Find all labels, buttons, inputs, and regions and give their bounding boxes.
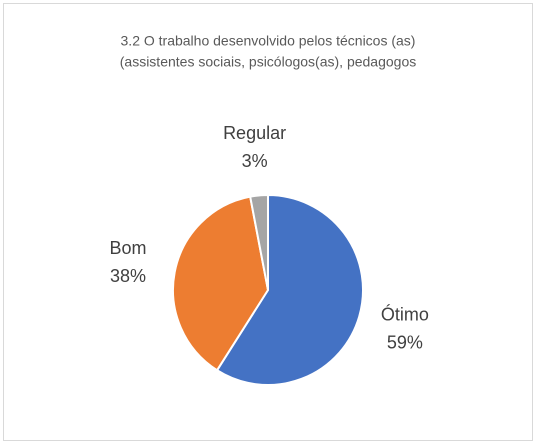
- pie-slice: [172, 195, 270, 372]
- pie-slice: [215, 193, 364, 386]
- slice-value-label: 59%: [387, 333, 423, 353]
- chart-title: 3.2 O trabalho desenvolvido pelos técnic…: [121, 33, 416, 49]
- pie-slice: [249, 193, 269, 291]
- slice-category-label: Ótimo: [381, 304, 429, 325]
- slice-category-label: Bom: [110, 238, 147, 258]
- slice-category-label: Regular: [223, 123, 286, 143]
- slice-value-label: 38%: [110, 266, 146, 286]
- chart-title: (assistentes sociais, psicólogos(as), pe…: [120, 54, 417, 70]
- slice-value-label: 3%: [242, 151, 268, 171]
